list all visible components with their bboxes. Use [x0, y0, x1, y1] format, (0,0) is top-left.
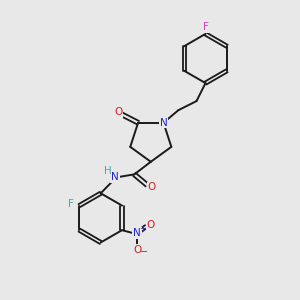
Text: F: F	[68, 199, 74, 209]
Text: N: N	[160, 118, 167, 128]
Text: +: +	[139, 224, 146, 233]
Text: O: O	[146, 220, 154, 230]
Text: O: O	[114, 107, 122, 117]
Text: N: N	[133, 228, 141, 238]
Text: −: −	[140, 248, 148, 257]
Text: O: O	[133, 245, 141, 255]
Text: H: H	[104, 166, 112, 176]
Text: O: O	[147, 182, 155, 192]
Text: F: F	[202, 22, 208, 32]
Text: N: N	[111, 172, 119, 182]
